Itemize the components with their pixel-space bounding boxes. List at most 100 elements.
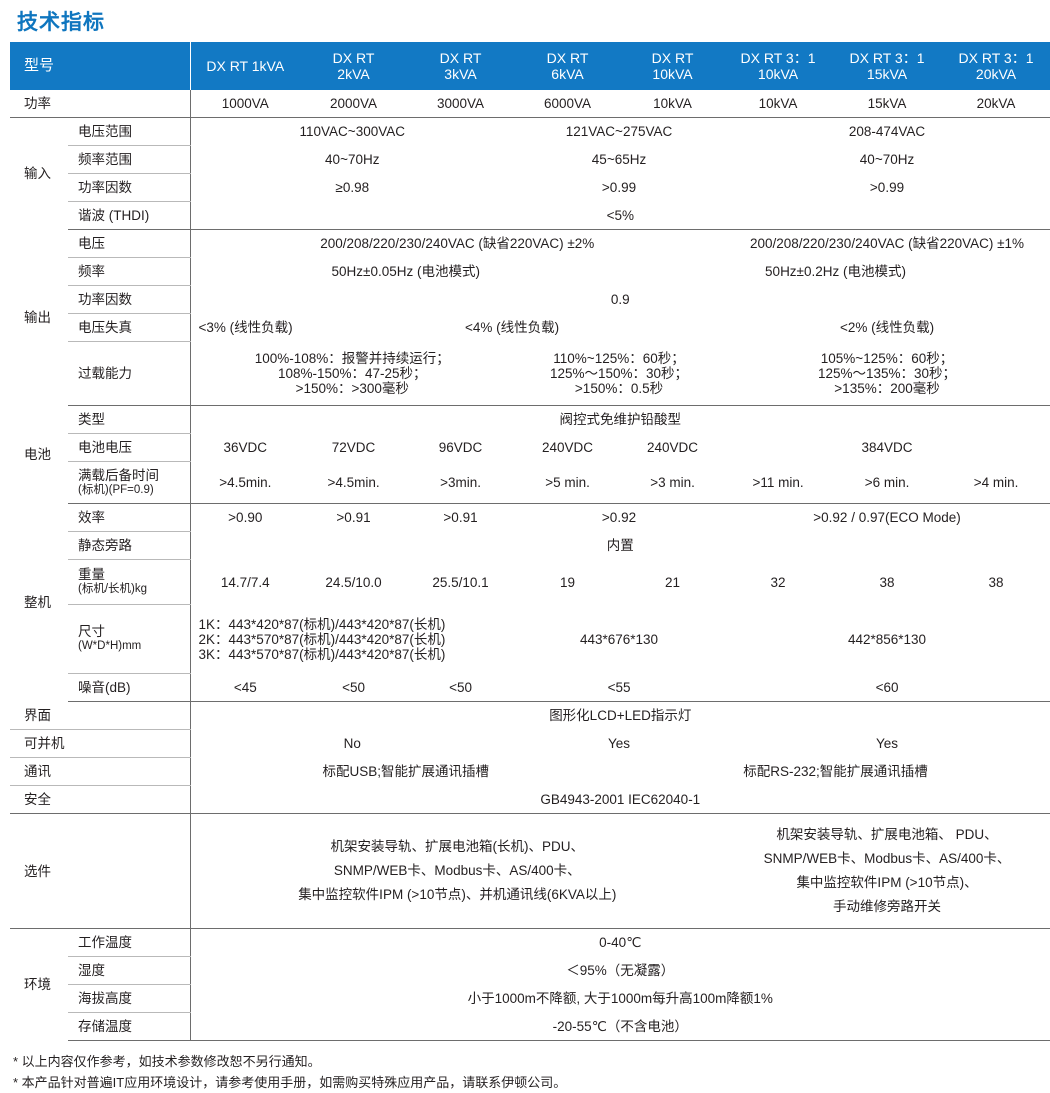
row-label-unit-efficiency: 效率 bbox=[68, 503, 191, 533]
row-env-humidity: 湿度 ＜95%（无凝露） bbox=[10, 956, 1050, 986]
row-env-altitude: 海拔高度 小于1000m不降额, 大于1000m每升高100m降额1% bbox=[10, 984, 1050, 1014]
row-unit-dimensions: 尺寸 (W*D*H)mm 1K：443*420*87(标机)/443*420*8… bbox=[10, 604, 1050, 675]
row-label-battery-voltage: 电池电压 bbox=[68, 433, 191, 463]
cell-power-3: 3000VA bbox=[407, 90, 515, 119]
cell-backup-1: >4.5min. bbox=[190, 461, 301, 505]
cell-input-thdi: <5% bbox=[190, 201, 1050, 231]
row-label-parallel: 可并机 bbox=[10, 729, 191, 759]
cell-noise-3: <50 bbox=[407, 673, 515, 703]
cell-overload-3-line1: 105%~125%：60秒； bbox=[820, 350, 954, 366]
cell-efficiency-1: >0.90 bbox=[228, 510, 263, 526]
header-col-7-line1: DX RT 3：1 bbox=[849, 50, 925, 67]
cell-efficiency-5: >0.92 / 0.97(ECO Mode) bbox=[813, 510, 961, 526]
cell-env-humidity: ＜95%（无凝露） bbox=[566, 963, 675, 979]
cell-efficiency-3: >0.91 bbox=[443, 510, 478, 526]
row-unit-noise: 噪音(dB) <45 <50 <50 <55 <60 bbox=[10, 673, 1050, 703]
page-title: 技术指标 bbox=[17, 11, 105, 34]
cell-input-voltage-range-1: 110VAC~300VAC bbox=[299, 124, 405, 140]
cell-input-freq-range-1: 40~70Hz bbox=[325, 152, 380, 168]
cell-noise-5: <60 bbox=[724, 673, 1050, 703]
cell-parallel-2: Yes bbox=[608, 736, 631, 752]
footnote-1: * 以上内容仅作参考，如技术参数修改恕不另行通知。 bbox=[13, 1054, 321, 1070]
row-label-env-humidity: 湿度 bbox=[68, 956, 191, 986]
row-unit-weight: 重量 (标机/长机)kg 14.7/7.4 24.5/10.0 25.5/10.… bbox=[10, 559, 1050, 606]
row-communication: 通讯 标配USB;智能扩展通讯插槽 标配RS-232;智能扩展通讯插槽 bbox=[10, 757, 1050, 787]
table-header-row: 型号 DX RT 1kVA DX RT 2kVA DX RT 3kVA DX R… bbox=[10, 42, 1050, 91]
header-col-2-line2: 2kVA bbox=[337, 66, 370, 83]
cell-options-left-line1: 机架安装导轨、扩展电池箱(长机)、PDU、 bbox=[330, 839, 585, 855]
cell-weight-7: 38 bbox=[879, 574, 895, 590]
cell-options-right-line1: 机架安装导轨、扩展电池箱、 PDU、 bbox=[776, 827, 998, 843]
cell-battery-voltage-5: 240VDC bbox=[647, 440, 699, 456]
cell-power-1: 1000VA bbox=[190, 90, 301, 119]
row-battery-type: 电池 类型 阀控式免维护铅酸型 bbox=[10, 405, 1050, 462]
header-col-2-line1: DX RT bbox=[332, 50, 375, 67]
cell-output-power-factor: 0.9 bbox=[610, 292, 630, 308]
cell-battery-voltage-4: 240VDC bbox=[542, 440, 594, 456]
cell-input-power-factor-3: >0.99 bbox=[869, 180, 905, 196]
header-col-6-line1: DX RT 3：1 bbox=[740, 50, 816, 67]
cell-parallel-3: Yes bbox=[876, 736, 899, 752]
cell-battery-voltage-2: 72VDC bbox=[331, 440, 376, 456]
row-output-power-factor: 功率因数 0.9 bbox=[10, 285, 1050, 315]
row-label-unit-noise: 噪音(dB) bbox=[68, 673, 191, 703]
cell-options-right-line3: 集中监控软件IPM (>10节点)、 bbox=[796, 875, 978, 891]
cell-power-6: 10kVA bbox=[724, 90, 833, 119]
cell-weight-2: 24.5/10.0 bbox=[325, 574, 382, 590]
cell-power-8: 20kVA bbox=[942, 90, 1050, 119]
row-label-unit-dimensions: 尺寸 (W*D*H)mm bbox=[68, 604, 191, 675]
cell-communication-2: 标配RS-232;智能扩展通讯插槽 bbox=[743, 764, 928, 780]
group-label-unit: 整机 bbox=[24, 595, 51, 611]
group-label-battery: 电池 bbox=[24, 447, 51, 463]
cell-overload-1-line1: 100%-108%：报警并持续运行； bbox=[254, 350, 450, 366]
group-label-input: 输入 bbox=[24, 166, 51, 182]
row-input-voltage-range: 输入 电压范围 110VAC~300VAC 121VAC~275VAC 208-… bbox=[10, 117, 1050, 181]
header-col-4: DX RT 6kVA bbox=[514, 42, 622, 91]
header-model-label: 型号 bbox=[10, 42, 191, 91]
row-label-weight-line1: 重量 bbox=[78, 567, 105, 583]
row-label-output-voltage-distortion: 电压失真 bbox=[68, 313, 191, 343]
cell-overload-2-line1: 110%~125%：60秒； bbox=[553, 350, 685, 366]
cell-weight-3: 25.5/10.1 bbox=[432, 574, 489, 590]
row-label-backup-line2: (标机)(PF=0.9) bbox=[78, 483, 154, 496]
cell-dimensions-1: 1K：443*420*87(标机)/443*420*87(长机) 2K：443*… bbox=[190, 605, 514, 674]
row-input-power-factor: 功率因数 ≥0.98 >0.99 >0.99 bbox=[10, 173, 1050, 203]
row-label-power: 功率 bbox=[10, 90, 191, 119]
cell-noise-4: <55 bbox=[514, 673, 725, 703]
row-input-freq-range: 频率范围 40~70Hz 45~65Hz 40~70Hz bbox=[10, 145, 1050, 175]
row-label-unit-weight: 重量 (标机/长机)kg bbox=[68, 559, 191, 606]
row-label-backup-line1: 满载后备时间 bbox=[78, 467, 159, 483]
cell-options-left-line3: 集中监控软件IPM (>10节点)、并机通讯线(6KVA以上) bbox=[298, 887, 617, 903]
cell-output-voltage-1: 200/208/220/230/240VAC (缺省220VAC) ±2% bbox=[320, 236, 595, 252]
cell-weight-8: 38 bbox=[988, 574, 1004, 590]
header-col-4-line1: DX RT bbox=[546, 50, 589, 67]
row-label-output-frequency: 频率 bbox=[68, 257, 191, 287]
row-battery-backup-time: 满载后备时间 (标机)(PF=0.9) >4.5min. >4.5min. >3… bbox=[10, 461, 1050, 505]
cell-overload-3: 105%~125%：60秒； 125%～135%：30秒； >135%：200毫… bbox=[724, 341, 1050, 407]
footnotes: * 以上内容仅作参考，如技术参数修改恕不另行通知。 * 本产品针对普遍IT应用环… bbox=[13, 1051, 1045, 1093]
header-col-6: DX RT 3：1 10kVA bbox=[724, 42, 833, 91]
cell-static-bypass: 内置 bbox=[606, 538, 634, 554]
cell-overload-3-line3: >135%：200毫秒 bbox=[834, 380, 940, 396]
cell-input-freq-range-2: 45~65Hz bbox=[591, 152, 647, 168]
cell-power-2: 2000VA bbox=[300, 90, 408, 119]
row-label-env-altitude: 海拔高度 bbox=[68, 984, 191, 1014]
cell-weight-4: 19 bbox=[560, 574, 576, 590]
row-output-overload: 过载能力 100%-108%：报警并持续运行； 108%-150%：47-25秒… bbox=[10, 341, 1050, 407]
row-label-input-freq-range: 频率范围 bbox=[68, 145, 191, 175]
cell-options-left-line2: SNMP/WEB卡、Modbus卡、AS/400卡、 bbox=[333, 863, 581, 879]
row-label-env-operating-temp: 工作温度 bbox=[68, 928, 191, 958]
group-label-output: 输出 bbox=[24, 310, 51, 326]
cell-backup-2: >4.5min. bbox=[300, 461, 408, 505]
cell-communication-1: 标配USB;智能扩展通讯插槽 bbox=[322, 764, 490, 780]
header-col-3: DX RT 3kVA bbox=[407, 42, 515, 91]
cell-overload-1-line3: >150%：>300毫秒 bbox=[295, 380, 409, 396]
cell-dimensions-1-line1: 1K：443*420*87(标机)/443*420*87(长机) bbox=[198, 616, 446, 632]
cell-battery-voltage-1: 36VDC bbox=[223, 440, 268, 456]
header-col-1-line1: DX RT 1kVA bbox=[206, 58, 285, 75]
cell-backup-3: >3min. bbox=[407, 461, 515, 505]
specifications-table: 型号 DX RT 1kVA DX RT 2kVA DX RT 3kVA DX R… bbox=[10, 42, 1050, 1042]
cell-backup-6: >11 min. bbox=[724, 461, 833, 505]
cell-overload-1-line2: 108%-150%：47-25秒； bbox=[277, 365, 427, 381]
cell-env-operating-temp: 0-40℃ bbox=[599, 935, 642, 951]
